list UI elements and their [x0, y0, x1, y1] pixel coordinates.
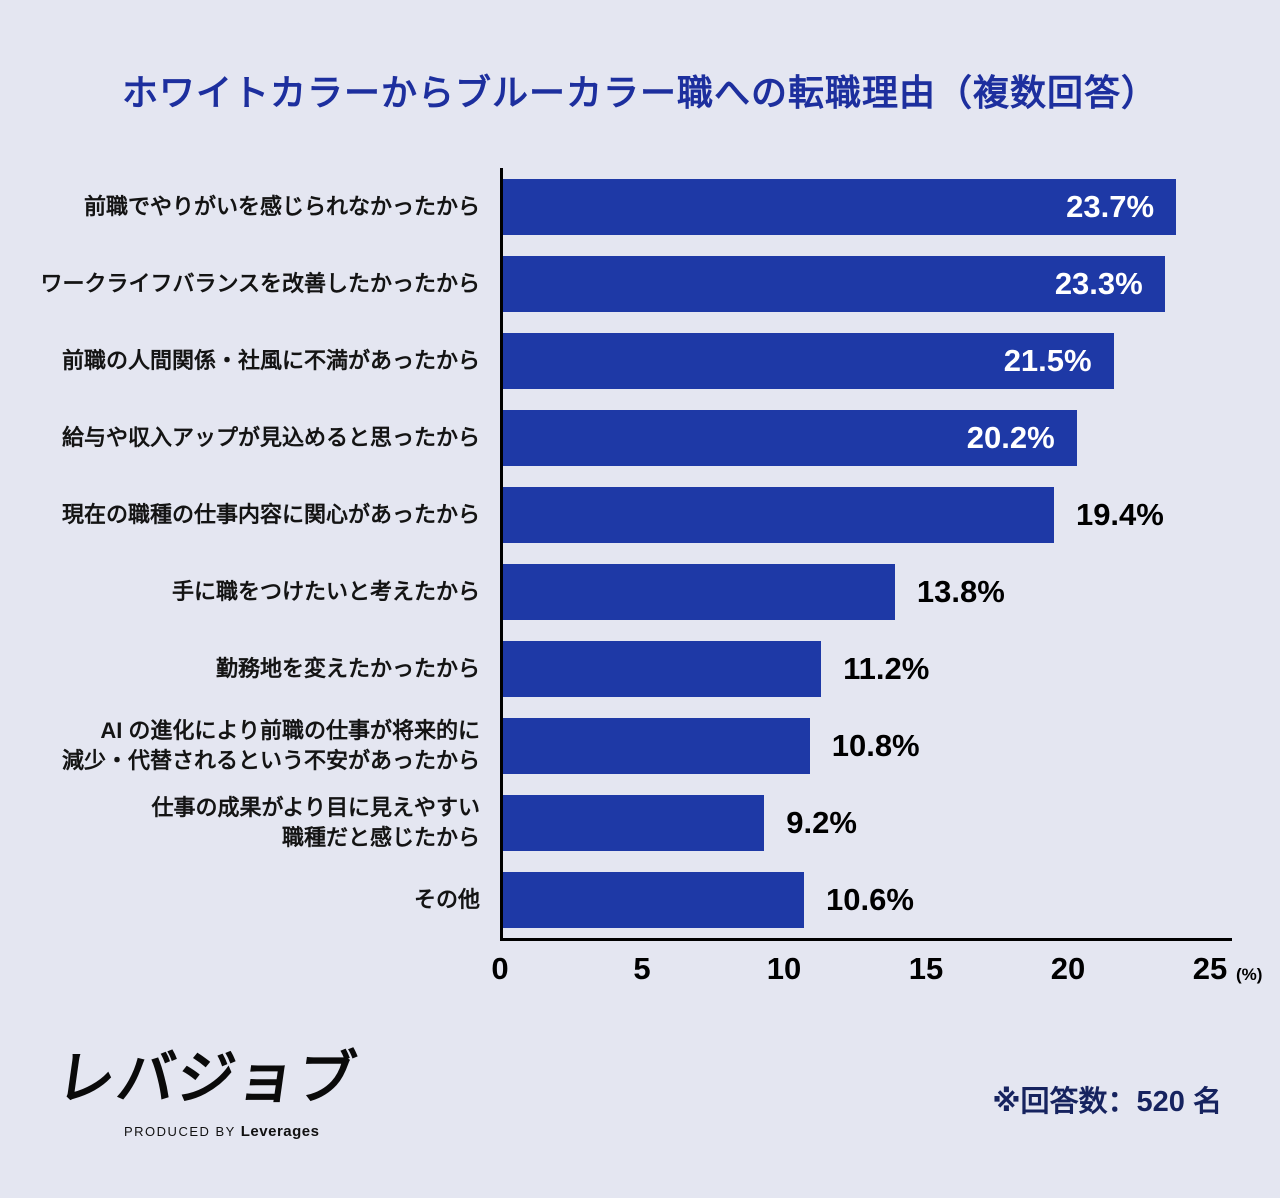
bar [503, 486, 1054, 543]
category-label: AI の進化により前職の仕事が将来的に 減少・代替されるという不安があったから [61, 717, 480, 773]
category-label: 手に職をつけたいと考えたから [171, 578, 480, 604]
chart-row: 手に職をつけたいと考えたから 13.8% [0, 553, 1280, 630]
bar [503, 871, 805, 928]
value-label: 11.2% [843, 650, 930, 686]
bar [503, 563, 895, 620]
page: ホワイトカラーからブルーカラー職への転職理由（複数回答） 前職でやりがいを感じら… [0, 72, 1280, 1140]
x-axis-ticks: 0 5 10 15 20 25 (%) [491, 941, 1280, 1005]
chart-row: 現在の職種の仕事内容に関心があったから 19.4% [0, 476, 1280, 553]
bar [503, 794, 765, 851]
bar-track: 11.2% [500, 630, 1280, 707]
bar-track: 10.6% [500, 861, 1280, 938]
chart-row: その他 10.6% [0, 861, 1280, 938]
bar-track: 21.5% [500, 322, 1280, 399]
value-label: 23.7% [1066, 188, 1155, 224]
bar-track: 23.7% [500, 168, 1280, 245]
value-label: 10.8% [831, 727, 920, 763]
value-label: 13.8% [916, 573, 1005, 609]
bar-track: 10.8% [500, 707, 1280, 784]
bar-track: 19.4% [500, 476, 1280, 553]
logo-sub-brand: Leverages [240, 1123, 320, 1140]
bar [503, 640, 822, 697]
bar [503, 255, 1165, 312]
bar [503, 178, 1177, 235]
chart-row: 前職でやりがいを感じられなかったから 23.7% [0, 168, 1280, 245]
chart-rows: 前職でやりがいを感じられなかったから 23.7% ワークライフバランスを改善したかっ… [0, 168, 1280, 938]
x-tick-label: 15 [908, 951, 944, 986]
x-tick-label: 10 [766, 951, 802, 986]
value-label: 20.2% [966, 419, 1055, 455]
chart-row: 給与や収入アップが見込めると思ったから 20.2% [0, 399, 1280, 476]
x-axis-line [500, 938, 1232, 941]
category-label: 給与や収入アップが見込めると思ったから [61, 424, 480, 450]
chart-row: ワークライフバランスを改善したかったから 23.3% [0, 245, 1280, 322]
category-label: 勤務地を変えたかったから [215, 655, 480, 681]
respondent-count-note: ※回答数：520 名 [992, 1086, 1222, 1118]
x-tick-label: 5 [633, 951, 651, 986]
category-label: 現在の職種の仕事内容に関心があったから [61, 501, 480, 527]
x-tick-label: 20 [1050, 951, 1086, 986]
category-label: 前職でやりがいを感じられなかったから [83, 193, 480, 219]
bar-track: 20.2% [500, 399, 1280, 476]
bar-track: 23.3% [500, 245, 1280, 322]
bar-chart: 前職でやりがいを感じられなかったから 23.7% ワークライフバランスを改善したかっ… [0, 168, 1280, 1005]
category-label: 前職の人間関係・社風に不満があったから [61, 347, 480, 373]
logo-subtitle: PRODUCED BY Leverages [124, 1123, 358, 1140]
logo-text: レバジョブ [52, 1046, 362, 1111]
value-label: 9.2% [786, 804, 857, 840]
value-label: 10.6% [826, 881, 914, 917]
bar [503, 717, 810, 774]
x-tick-label: 25 [1192, 951, 1228, 986]
value-label: 21.5% [1003, 342, 1092, 378]
chart-row: 仕事の成果がより目に見えやすい 職種だと感じたから 9.2% [0, 784, 1280, 861]
x-axis-unit: (%) [1236, 965, 1263, 984]
value-label: 19.4% [1075, 496, 1164, 532]
chart-row: 前職の人間関係・社風に不満があったから 21.5% [0, 322, 1280, 399]
bar [503, 409, 1077, 466]
chart-title: ホワイトカラーからブルーカラー職への転職理由（複数回答） [121, 72, 1158, 113]
category-label: ワークライフバランスを改善したかったから [40, 270, 480, 296]
bar [503, 332, 1114, 389]
bar-track: 13.8% [500, 553, 1280, 630]
x-tick-label: 0 [491, 951, 509, 986]
logo-sub-prefix: PRODUCED BY [124, 1124, 236, 1139]
category-label: 仕事の成果がより目に見えやすい 職種だと感じたから [151, 794, 480, 850]
category-label: その他 [413, 886, 480, 912]
logo: レバジョブ PRODUCED BY Leverages [53, 1031, 362, 1140]
bar-track: 9.2% [500, 784, 1280, 861]
value-label: 23.3% [1054, 265, 1143, 301]
chart-row: 勤務地を変えたかったから 11.2% [0, 630, 1280, 707]
footer: レバジョブ PRODUCED BY Leverages ※回答数：520 名 [0, 1031, 1280, 1140]
chart-row: AI の進化により前職の仕事が将来的に 減少・代替されるという不安があったから 1… [0, 707, 1280, 784]
